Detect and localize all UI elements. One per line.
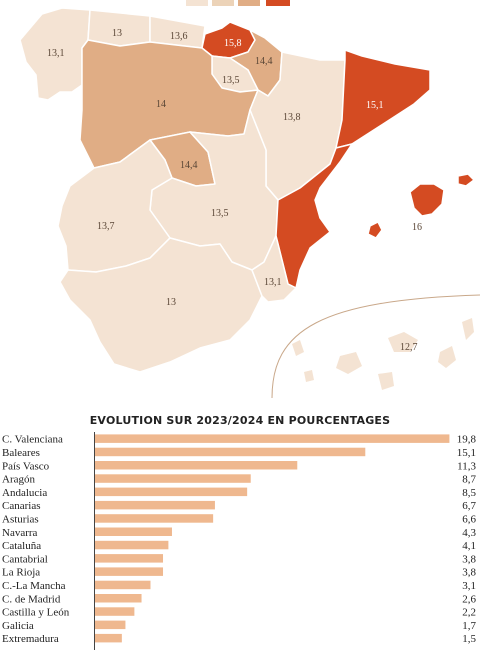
legend-swatch-4 xyxy=(266,0,290,6)
region-valenciana xyxy=(275,143,353,289)
value-label: 3,8 xyxy=(462,567,476,579)
value-label: 6,7 xyxy=(462,500,476,512)
region-baleares-menorca xyxy=(457,173,475,187)
category-label: Asturias xyxy=(2,513,39,525)
label-extremadura: 13,7 xyxy=(97,221,115,232)
label-aragon: 13,8 xyxy=(283,112,301,123)
bar xyxy=(95,474,251,483)
value-label: 3,1 xyxy=(462,580,476,592)
legend-swatch-2 xyxy=(212,0,234,6)
category-label: Aragón xyxy=(2,474,35,486)
category-label: Canarias xyxy=(2,500,40,512)
bar xyxy=(95,487,248,497)
bar xyxy=(95,607,135,616)
region-baleares-mallorca xyxy=(409,183,445,217)
bar xyxy=(95,620,126,630)
region-baleares-ibiza xyxy=(367,221,383,239)
label-canarias: 12,7 xyxy=(400,342,418,353)
bar xyxy=(95,527,172,536)
value-label: 8,7 xyxy=(462,474,476,486)
category-label: Cataluña xyxy=(2,540,41,552)
canarias-inset-frame xyxy=(271,294,480,399)
chart-title: EVOLUTION SUR 2023/2024 EN POURCENTAGES xyxy=(89,414,391,427)
region-andalucia xyxy=(59,237,263,373)
region-canarias xyxy=(292,318,474,390)
label-asturias: 13 xyxy=(112,28,122,39)
value-label: 6,6 xyxy=(462,513,476,525)
category-label: C. de Madrid xyxy=(2,593,61,605)
bar xyxy=(95,633,122,643)
label-pais-vasco: 15,8 xyxy=(224,38,242,49)
label-madrid: 14,4 xyxy=(180,160,198,171)
label-murcia: 13,1 xyxy=(264,277,282,288)
category-label: C.-La Mancha xyxy=(2,580,66,592)
value-label: 2,2 xyxy=(462,607,476,619)
value-label: 4,1 xyxy=(462,540,476,552)
label-cataluna: 15,1 xyxy=(366,100,384,111)
map-legend xyxy=(186,0,290,6)
label-cantabria: 13,6 xyxy=(170,31,188,42)
value-label: 2,6 xyxy=(462,593,476,605)
category-label: Cantabrial xyxy=(2,553,48,565)
evolution-bar-chart: C. Valenciana 19,8 Baleares 15,1 País Vasco 1… xyxy=(2,432,477,650)
bar xyxy=(95,434,450,443)
value-label: 1,7 xyxy=(462,620,476,632)
label-valenciana: 15,1 xyxy=(318,204,336,215)
category-label: C. Valenciana xyxy=(2,434,63,446)
bar xyxy=(95,594,142,603)
regional-choropleth-map: 13,1 13 13,6 15,8 14,4 13,5 14 13,8 15,1… xyxy=(19,0,480,399)
bar xyxy=(95,500,215,510)
label-castilla-leon: 14 xyxy=(156,99,166,110)
value-label: 4,3 xyxy=(462,527,476,539)
bar xyxy=(95,514,214,523)
bar xyxy=(95,580,151,590)
bar xyxy=(95,540,169,550)
bar xyxy=(95,554,164,563)
region-cataluna xyxy=(335,49,431,149)
label-castilla-la-mancha: 13,5 xyxy=(211,208,229,219)
bar xyxy=(95,447,366,457)
label-galicia: 13,1 xyxy=(47,48,65,59)
region-murcia xyxy=(251,235,297,303)
label-navarra: 14,4 xyxy=(255,56,273,67)
category-label: La Rioja xyxy=(2,567,40,579)
category-label: Andalucia xyxy=(2,487,47,499)
category-label: Navarra xyxy=(2,527,38,539)
value-label: 8,5 xyxy=(462,487,476,499)
label-andalucia: 13 xyxy=(166,297,176,308)
legend-swatch-3 xyxy=(238,0,260,6)
region-labels: 13,1 13 13,6 15,8 14,4 13,5 14 13,8 15,1… xyxy=(47,28,422,353)
legend-swatch-1 xyxy=(186,0,208,6)
bar xyxy=(95,567,164,576)
category-label: Galicia xyxy=(2,620,34,632)
label-baleares: 16 xyxy=(412,222,422,233)
category-label: Castilla y León xyxy=(2,607,70,619)
category-label: Baleares xyxy=(2,447,40,459)
category-label: País Vasco xyxy=(2,460,50,472)
value-label: 1,5 xyxy=(462,633,476,645)
value-label: 19,8 xyxy=(457,434,477,446)
bar xyxy=(95,461,298,470)
value-label: 3,8 xyxy=(462,553,476,565)
label-la-rioja: 13,5 xyxy=(222,75,240,86)
value-label: 11,3 xyxy=(457,460,476,472)
category-label: Extremadura xyxy=(2,633,59,645)
value-label: 15,1 xyxy=(457,447,476,459)
